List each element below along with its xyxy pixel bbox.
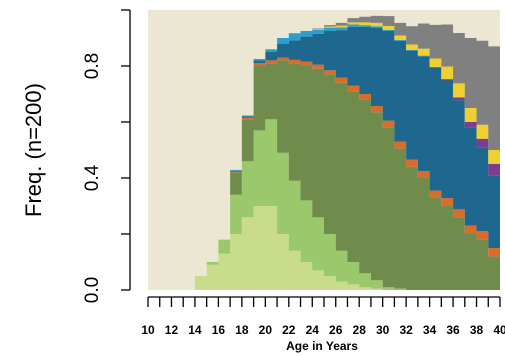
x-ticks: 10 12 14 16 18 20 22 24 26 28 30 32 34 36 38 40 bbox=[141, 297, 505, 337]
area-series-5 bbox=[148, 26, 500, 291]
x-tick-label: 12 bbox=[165, 323, 179, 337]
x-tick-label: 38 bbox=[470, 323, 484, 337]
x-tick-label: 26 bbox=[329, 323, 343, 337]
x-tick-label: 30 bbox=[376, 323, 390, 337]
y-ticks: 0.0 0.4 0.8 bbox=[82, 9, 130, 303]
x-axis-title: Age in Years bbox=[286, 339, 358, 353]
x-tick-label: 24 bbox=[306, 323, 320, 337]
area-series-1 bbox=[148, 206, 500, 290]
y-tick-label: 0.8 bbox=[82, 53, 103, 79]
y-axis-title: Freq. (n=200) bbox=[21, 83, 46, 217]
x-tick-label: 14 bbox=[188, 323, 202, 337]
area-series-2 bbox=[148, 119, 500, 290]
area-series-9 bbox=[148, 15, 500, 290]
x-tick-label: 40 bbox=[493, 323, 505, 337]
x-tick-label: 36 bbox=[446, 323, 460, 337]
x-tick-label: 10 bbox=[141, 323, 155, 337]
x-tick-label: 16 bbox=[212, 323, 226, 337]
x-tick-label: 22 bbox=[282, 323, 296, 337]
x-tick-label: 20 bbox=[259, 323, 273, 337]
x-tick-label: 34 bbox=[423, 323, 437, 337]
area-series-3 bbox=[148, 60, 500, 291]
x-tick-label: 18 bbox=[235, 323, 249, 337]
y-tick-label: 0.0 bbox=[82, 277, 103, 303]
x-tick-label: 28 bbox=[353, 323, 367, 337]
x-tick-label: 32 bbox=[399, 323, 413, 337]
plot-area bbox=[148, 10, 500, 291]
y-tick-label: 0.4 bbox=[82, 164, 103, 191]
